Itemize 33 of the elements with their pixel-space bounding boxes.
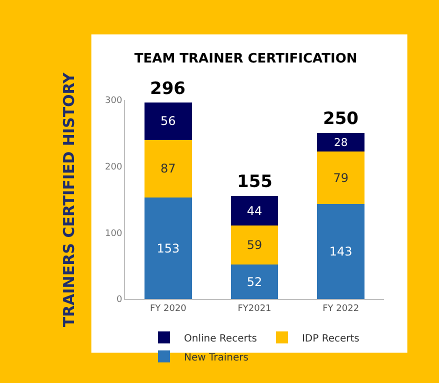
data-label: 87 — [160, 162, 176, 176]
chart-title: TEAM TRAINER CERTIFICATION — [134, 52, 358, 67]
y-tick-label: 300 — [105, 96, 122, 106]
bar — [144, 198, 192, 299]
bar — [230, 225, 278, 265]
bar — [317, 204, 365, 299]
y-tick-label: 200 — [105, 162, 122, 172]
bar — [144, 102, 192, 140]
y-tick-label: 100 — [105, 228, 122, 239]
bar — [230, 196, 278, 226]
legend-label: Online Recerts — [184, 333, 257, 344]
x-tick-label: FY2021 — [238, 304, 272, 314]
bar — [144, 140, 192, 198]
data-label: 153 — [156, 241, 180, 256]
data-label: 56 — [160, 114, 176, 128]
legend-label: New Trainers — [184, 352, 248, 364]
x-tick-label: FY 2020 — [150, 304, 187, 314]
bar — [317, 152, 365, 204]
x-tick-label: FY 2022 — [322, 304, 360, 314]
data-label: 28 — [334, 136, 348, 150]
legend-label: IDP Recerts — [302, 333, 360, 344]
total-label: 296 — [150, 79, 186, 99]
total-label: 155 — [237, 172, 272, 192]
y-tick-label: 0 — [116, 295, 122, 306]
data-label: 44 — [246, 204, 262, 218]
bar — [230, 264, 278, 299]
text: TRAINERS CERTIFIED HISTORY — [60, 71, 78, 328]
total-label: 250 — [323, 109, 359, 129]
data-label: 79 — [333, 170, 348, 185]
data-label: 59 — [246, 238, 262, 252]
data-label: 143 — [329, 244, 352, 259]
data-label: 52 — [246, 274, 262, 289]
bar — [317, 133, 365, 152]
